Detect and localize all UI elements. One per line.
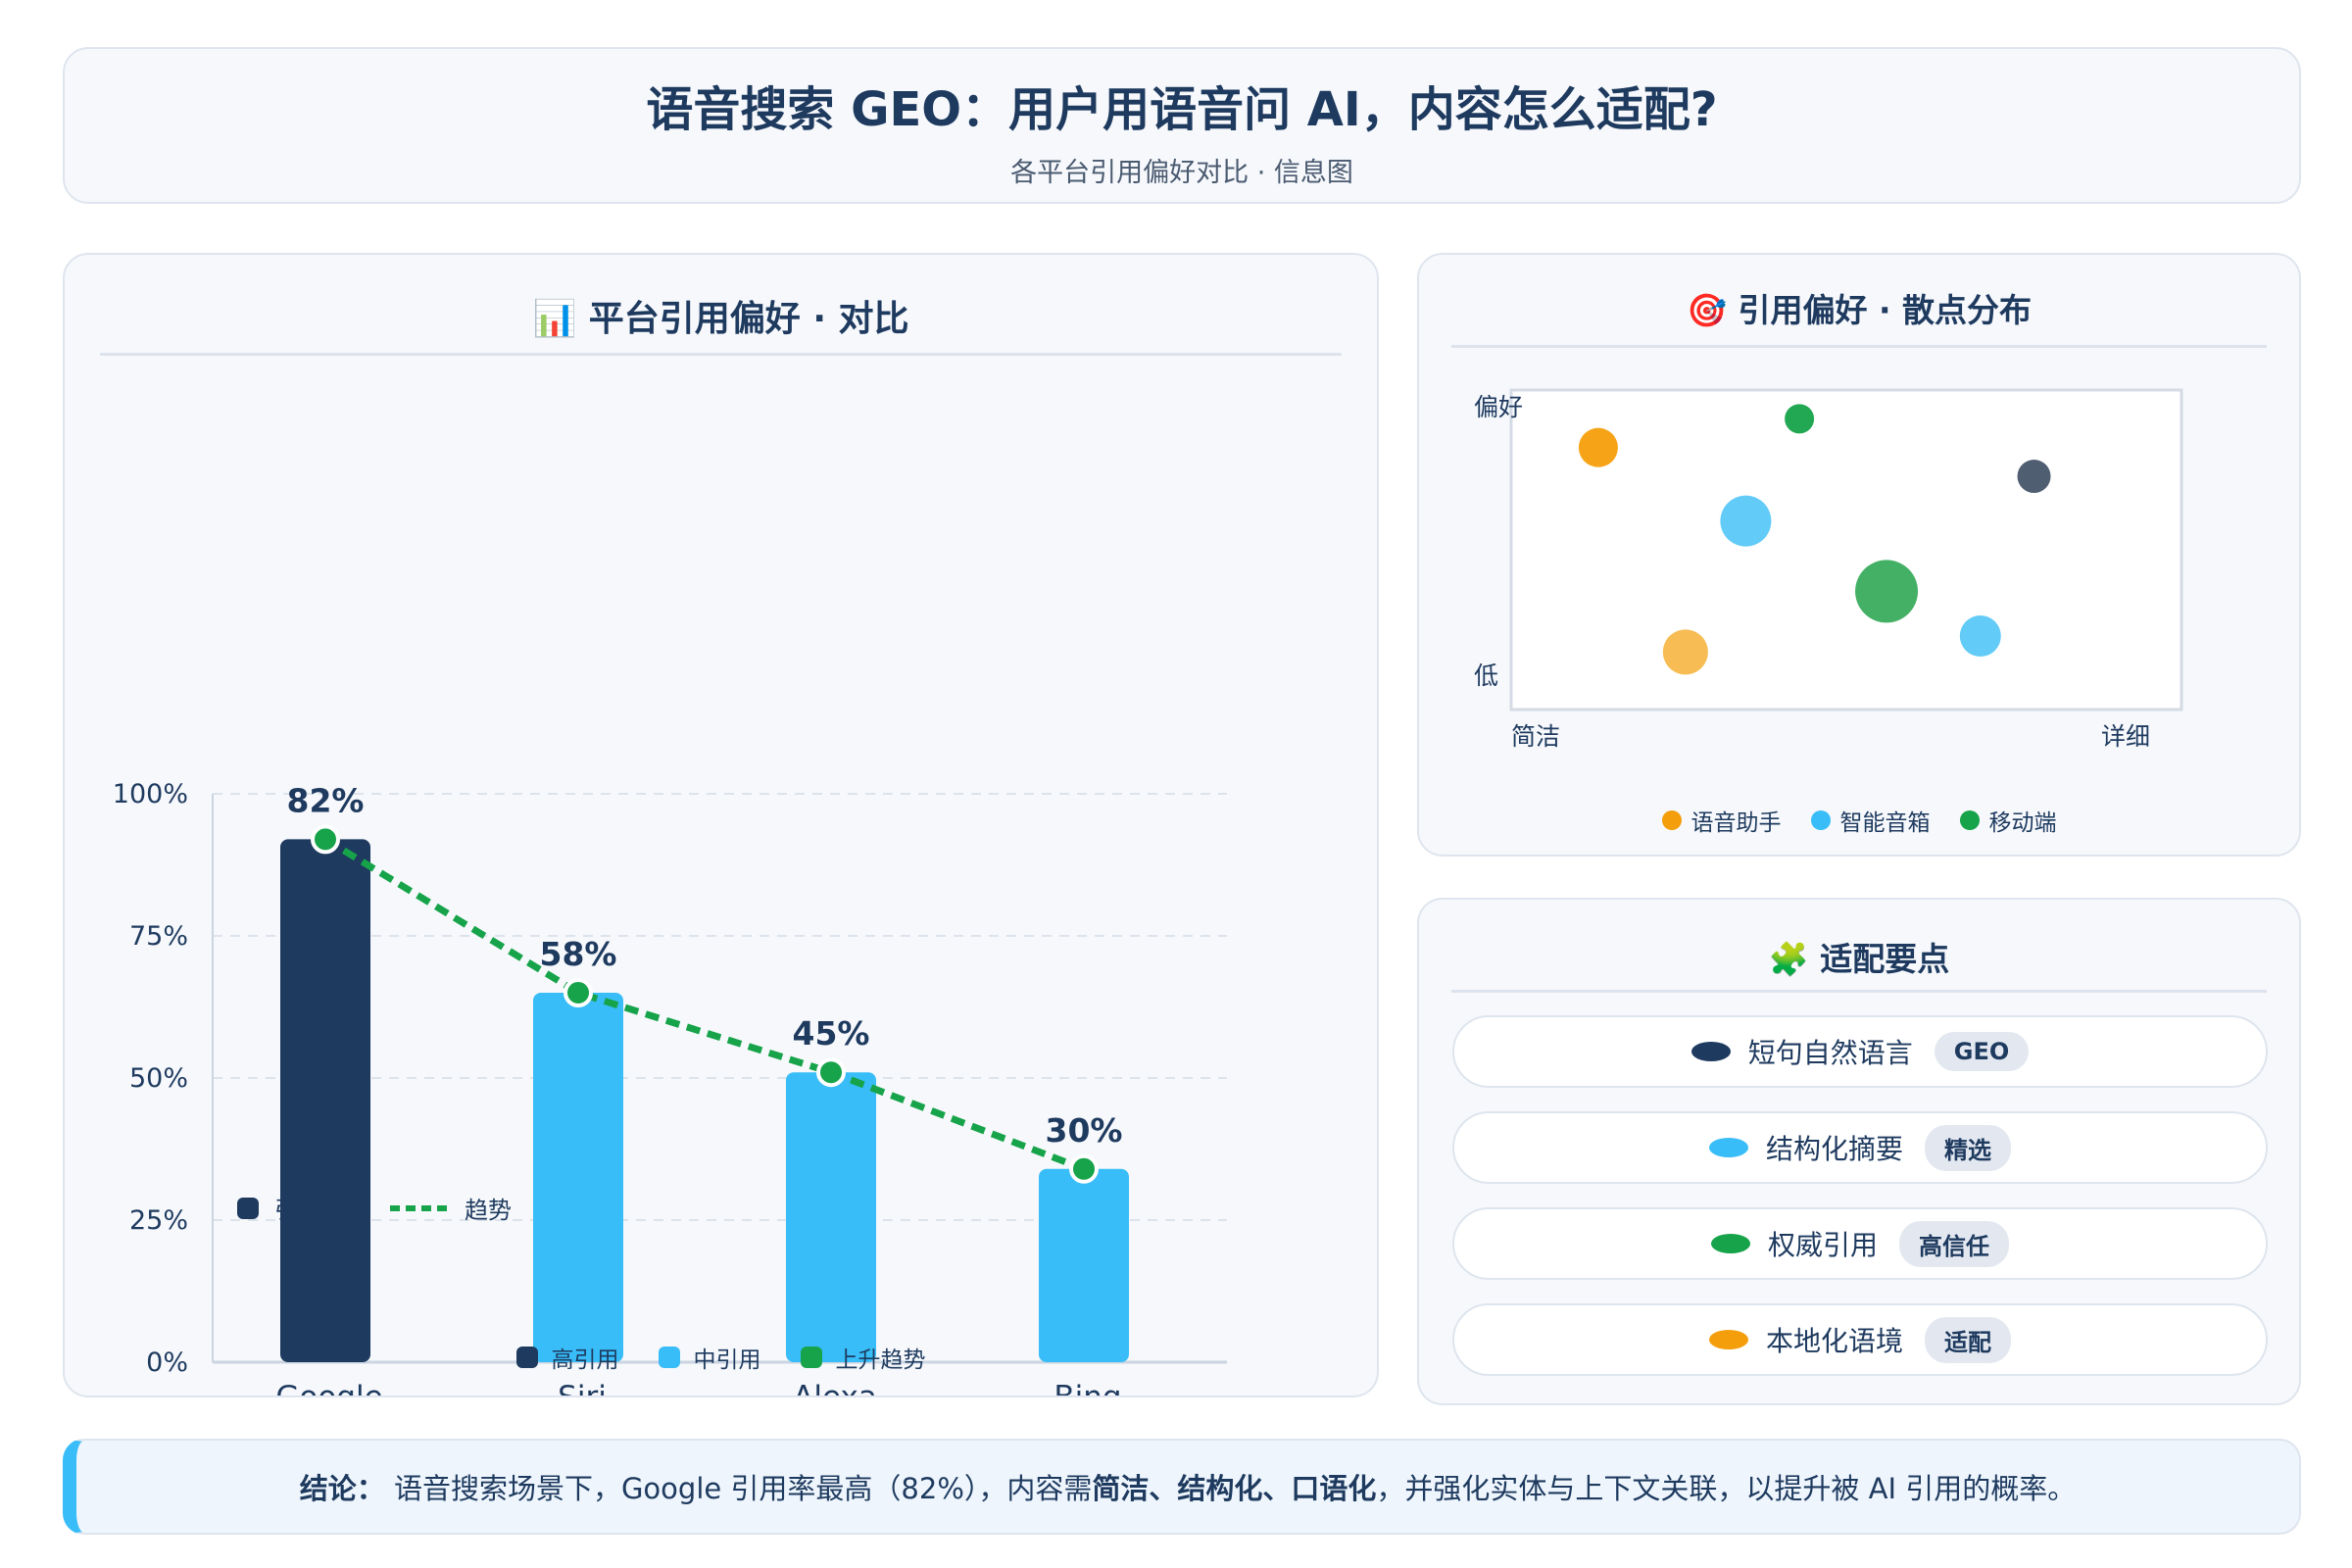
legend-smart-speaker-label: 智能音箱 [1839,810,1931,836]
tips-divider [1451,990,2267,993]
scatter-point [1720,495,1772,547]
legend-mid-label: 中引用 [693,1348,761,1373]
legend-mobile-label: 移动端 [1988,810,2057,836]
legend-line-label: 趋势 [465,1197,512,1224]
scatter-point [2017,460,2051,494]
trend-point [311,824,340,855]
legend-high-label: 高引用 [551,1348,619,1373]
conclusion-body-1: 语音搜索场景下，Google 引用率最高（82%），内容需 [384,1472,1093,1505]
data-label: 45% [793,1014,870,1053]
data-label: 82% [287,781,365,819]
page-subtitle: 各平台引用偏好对比 · 信息图 [1010,158,1353,188]
scatter-legend: 语音助手 智能音箱 移动端 [1419,804,2299,837]
y-tick-label: 50% [129,1063,188,1094]
bar [533,993,623,1362]
legend-mid-swatch [658,1347,680,1368]
tip-bullet-icon [1710,1234,1750,1253]
legend-smart-speaker-dot [1810,810,1831,830]
bar [280,839,370,1362]
conclusion-body-2: ，并强化实体与上下文关联，以提升被 AI 引用的概率。 [1376,1472,2077,1505]
header-card: 语音搜索 GEO：用户用语音问 AI，内容怎么适配? 各平台引用偏好对比 · 信… [63,47,2301,204]
tip-badge: GEO [1934,1032,2030,1071]
scatter-chart-divider [1451,345,2267,348]
tip-bullet-icon [1708,1330,1748,1349]
bar-chart-card: 📊 平台引用偏好 · 对比 0% 25% 50% 75% 100% Google 82% Si… [63,253,1379,1397]
bar-chart-title: 📊 平台引用偏好 · 对比 [532,299,909,339]
scatter-point [1578,427,1618,467]
page-title: 语音搜索 GEO：用户用语音问 AI，内容怎么适配? [646,82,1718,137]
y-axis-low-label: 低 [1474,662,1498,690]
y-tick-label: 0% [146,1348,188,1378]
trend-point [1069,1153,1099,1184]
x-tick-label: Alexa [793,1380,877,1396]
conclusion-text: 结论： 语音搜索场景下，Google 引用率最高（82%），内容需简洁、结构化、… [300,1466,2077,1507]
legend-mobile-dot [1959,810,1980,830]
scatter-chart-card: 🎯 引用偏好 · 散点分布 偏好低简洁 详细 语音助手 智能音箱 移动端 [1417,253,2301,857]
legend-bar-swatch [237,1197,259,1219]
tip-bullet-icon [1690,1042,1731,1061]
trend-point [816,1057,846,1088]
legend-voice-assistant-label: 语音助手 [1690,810,1782,836]
bar [786,1072,876,1362]
scatter-point [1785,404,1815,434]
scatter-point [1959,615,2001,658]
conclusion-emphasis: 简洁、结构化、口语化 [1092,1472,1377,1505]
bar-chart-inline-legend: 引用率 趋势 [237,1191,512,1225]
tip-label: 结构化摘要 [1765,1133,1903,1165]
x-axis-high-label: 详细 [2101,722,2150,751]
y-tick-label: 25% [129,1205,188,1236]
legend-line-swatch [390,1204,449,1211]
data-label: 30% [1046,1111,1123,1150]
legend-bar-label: 引用率 [274,1197,345,1224]
trend-point [564,978,593,1007]
scatter-point [1662,629,1708,675]
tip-item: 本地化语境 适配 [1452,1303,2268,1376]
x-axis-low-label: 简洁 [1511,722,1560,751]
x-tick-label: Siri [558,1380,607,1396]
scatter-chart-title: 🎯 引用偏好 · 散点分布 [1686,291,2033,329]
y-axis-high-label: 偏好 [1474,393,1523,421]
y-tick-label: 100% [113,779,188,809]
legend-trend-label: 上升趋势 [835,1348,926,1373]
tip-item: 短句自然语言 GEO [1452,1015,2268,1088]
conclusion-banner: 结论： 语音搜索场景下，Google 引用率最高（82%），内容需简洁、结构化、… [63,1439,2301,1535]
tip-bullet-icon [1708,1138,1748,1157]
bar-chart-divider [100,353,1342,356]
tip-label: 短句自然语言 [1747,1037,1913,1069]
legend-trend-swatch [800,1347,822,1368]
y-tick-label: 75% [129,921,188,952]
bar-chart-bottom-legend: 高引用 中引用 上升趋势 [65,1341,1377,1374]
bar-chart: 0% 25% 50% 75% 100% Google 82% Siri 58% Alexa 45% B… [113,779,1227,1396]
scatter-point [1855,560,1919,623]
conclusion-lead: 结论： [299,1472,385,1505]
tip-label: 权威引用 [1767,1229,1878,1261]
tip-badge: 高信任 [1899,1220,2009,1267]
tip-label: 本地化语境 [1765,1325,1903,1357]
x-tick-label: Bing [1054,1380,1121,1396]
tip-item: 权威引用 高信任 [1452,1207,2268,1280]
tips-title: 🧩 适配要点 [1768,940,1950,978]
tip-badge: 精选 [1925,1124,2011,1171]
data-label: 58% [540,935,617,973]
trend-line [323,836,1086,1173]
legend-voice-assistant-dot [1661,810,1682,830]
plot-area [1509,388,2183,711]
x-tick-label: Google [275,1380,382,1396]
tip-item: 结构化摘要 精选 [1452,1111,2268,1184]
tips-card: 🧩 适配要点 短句自然语言 GEO 结构化摘要 精选 权威引用 高信任 本地化语… [1417,898,2301,1405]
bar [1039,1168,1129,1362]
legend-high-swatch [515,1347,538,1368]
tip-badge: 适配 [1925,1316,2011,1363]
